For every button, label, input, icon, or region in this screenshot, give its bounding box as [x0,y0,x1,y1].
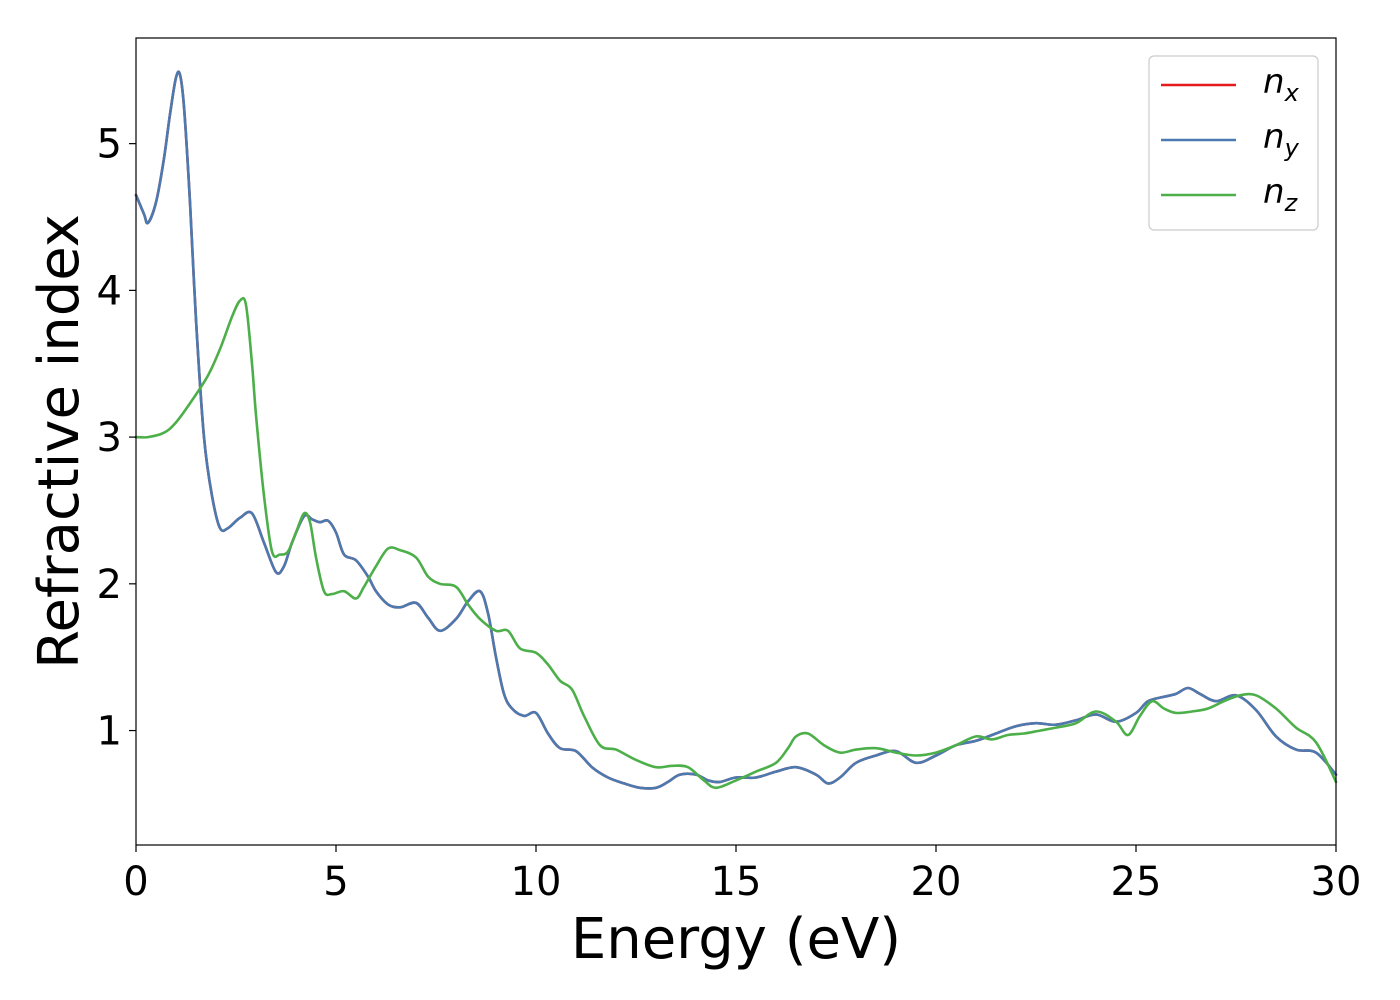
series-layer [134,70,1338,790]
x-tick-label: 30 [1311,859,1362,905]
legend-label: nz [1263,172,1299,217]
legend-label-subscript: y [1284,134,1300,162]
legend-label: ny [1263,117,1300,162]
legend-label-base: n [1263,172,1285,212]
y-axis-ticks: 1 2 3 4 5 [97,122,136,755]
y-tick-label: 4 [97,268,122,314]
x-tick-label: 10 [511,859,562,905]
y-tick-label: 3 [97,415,122,461]
x-axis-ticks: 0 5 10 15 20 25 30 [123,845,1361,905]
y-tick-label: 2 [97,562,122,608]
legend-item-y: ny [1161,117,1300,162]
x-tick-label: 5 [323,859,348,905]
series-line-z [134,296,1338,790]
legend-label-subscript: x [1284,79,1300,107]
legend-label-base: n [1263,117,1285,157]
x-tick-label: 20 [911,859,962,905]
x-tick-label: 25 [1111,859,1162,905]
x-axis-label: Energy (eV) [571,907,901,972]
y-tick-label: 5 [97,122,122,168]
legend-label: nx [1263,62,1300,107]
series-line-y [134,70,1338,790]
x-tick-label: 15 [711,859,762,905]
legend-label-base: n [1263,62,1285,102]
legend-label-subscript: z [1284,189,1299,217]
legend-item-z: nz [1161,172,1299,217]
x-tick-label: 0 [123,859,148,905]
legend-item-x: nx [1161,62,1300,107]
y-tick-label: 1 [97,709,122,755]
legend-box [1148,55,1319,231]
y-axis-label: Refractive index [27,214,92,669]
